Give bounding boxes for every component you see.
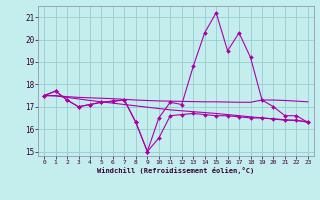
X-axis label: Windchill (Refroidissement éolien,°C): Windchill (Refroidissement éolien,°C): [97, 167, 255, 174]
